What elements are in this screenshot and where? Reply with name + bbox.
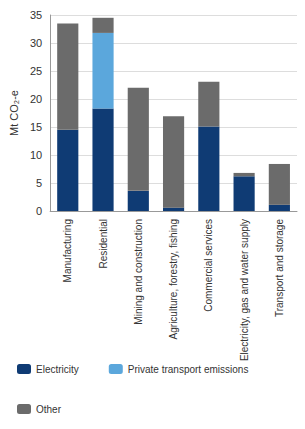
svg-text:20: 20	[30, 93, 42, 105]
svg-text:Residential: Residential	[98, 219, 109, 268]
svg-text:Mt CO₂-e: Mt CO₂-e	[8, 90, 20, 136]
svg-text:Transport and storage: Transport and storage	[274, 219, 285, 317]
svg-text:Electricity, gas and water sup: Electricity, gas and water supply	[239, 219, 250, 361]
svg-text:Electricity: Electricity	[36, 364, 79, 375]
svg-text:35: 35	[30, 9, 42, 21]
svg-text:Manufacturing: Manufacturing	[62, 219, 73, 282]
svg-text:Other: Other	[36, 404, 62, 415]
svg-text:15: 15	[30, 121, 42, 133]
svg-text:Commercial services: Commercial services	[203, 219, 214, 312]
svg-text:Private transport emissions: Private transport emissions	[128, 364, 249, 375]
svg-text:Mining and construction: Mining and construction	[133, 219, 144, 325]
svg-text:0: 0	[36, 205, 42, 217]
svg-text:5: 5	[36, 177, 42, 189]
svg-text:25: 25	[30, 65, 42, 77]
svg-text:Agriculture, forestry, fishing: Agriculture, forestry, fishing	[168, 219, 179, 339]
svg-text:30: 30	[30, 37, 42, 49]
svg-text:10: 10	[30, 149, 42, 161]
